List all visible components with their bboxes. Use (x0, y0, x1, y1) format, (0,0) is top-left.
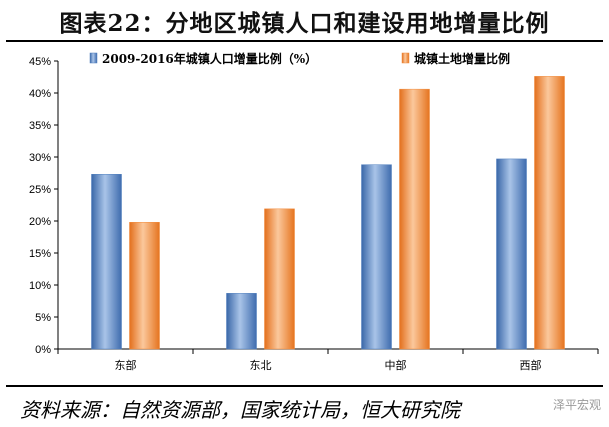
y-tick-label: 15% (29, 248, 51, 260)
bar-land (399, 88, 430, 350)
legend-item-population: 2009-2016年城镇人口增量比例（%） (102, 51, 317, 66)
legend-item-land: 城镇土地增量比例 (414, 51, 510, 66)
y-tick-label: 40% (29, 88, 51, 100)
bars (91, 76, 565, 350)
x-category-label: 东部 (115, 358, 137, 372)
x-category-label: 东北 (250, 359, 272, 372)
x-category-label: 西部 (520, 358, 542, 372)
axes: 0% 5% 10% 15% 20% 25% 30% 35% 40% 45% 东部 东北 中部 西部 (29, 56, 599, 372)
y-tick-label: 30% (29, 152, 51, 164)
bar-land (534, 76, 565, 350)
chart-title: 图表22：分地区城镇人口和建设用地增量比例 (59, 10, 550, 37)
legend: 2009-2016年城镇人口增量比例（%） 城镇土地增量比例 (89, 51, 510, 66)
title-rule (6, 40, 603, 42)
y-tick-label: 5% (35, 312, 51, 324)
x-category-label: 中部 (385, 358, 407, 372)
source-rule (6, 385, 603, 387)
bar-population (91, 174, 122, 350)
y-tick-label: 25% (29, 184, 51, 196)
bar-population (361, 164, 392, 350)
y-tick-label: 45% (29, 56, 51, 68)
bar-population (226, 293, 257, 350)
legend-item-land-swatch (401, 52, 410, 64)
y-tick-label: 0% (35, 344, 51, 356)
bar-land (129, 222, 160, 350)
bar-population (496, 158, 527, 350)
source-note: 资料来源：自然资源部，国家统计局，恒大研究院 (20, 398, 460, 422)
legend-item-population-swatch (89, 52, 98, 64)
bar-land (264, 208, 295, 350)
watermark: 泽平宏观 (552, 398, 601, 412)
y-tick-label: 35% (29, 120, 51, 132)
y-tick-label: 10% (29, 280, 51, 292)
y-tick-label: 20% (29, 216, 51, 228)
